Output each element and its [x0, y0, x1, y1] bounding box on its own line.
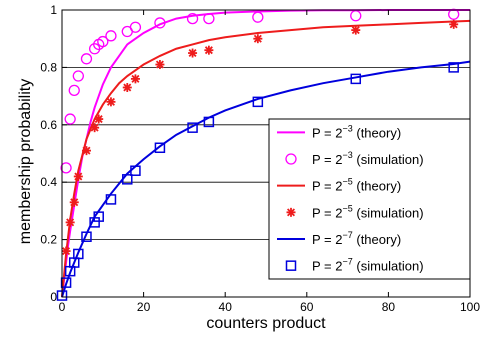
series-1 [60, 8, 460, 174]
data-point [69, 197, 79, 207]
data-point [252, 96, 264, 108]
data-point [188, 48, 198, 58]
y-tick-label: 0.4 [40, 175, 57, 189]
legend-label: P = 2−5 (simulation) [312, 203, 424, 220]
data-point [155, 60, 165, 70]
data-point [80, 53, 93, 65]
data-point [72, 70, 84, 82]
legend-item: P = 2−5 (simulation) [286, 203, 424, 220]
y-tick-label: 0 [50, 290, 57, 304]
data-point [448, 8, 460, 20]
data-point [204, 45, 214, 55]
theory-curve [61, 19, 471, 298]
x-tick-label: 100 [460, 300, 480, 314]
data-point [90, 123, 100, 133]
data-point [351, 25, 361, 35]
data-point [253, 34, 263, 44]
data-point [129, 21, 142, 33]
y-tick-label: 0.2 [40, 233, 57, 247]
legend-marker [285, 260, 297, 271]
data-point [203, 116, 215, 128]
legend-marker [286, 207, 296, 217]
legend-item: P = 2−3 (simulation) [285, 150, 424, 167]
legend: P = 2−3 (theory) P = 2−3 (simulation) P = … [268, 118, 471, 280]
data-point [350, 10, 362, 22]
legend-label: P = 2−7 (theory) [312, 230, 401, 247]
y-axis-label: membership probability [17, 79, 34, 244]
y-tick-label: 1 [50, 3, 57, 17]
data-point [105, 30, 117, 42]
data-point [350, 73, 362, 85]
data-point [187, 122, 198, 133]
data-point [154, 142, 166, 154]
data-point [88, 43, 101, 55]
series-5 [56, 62, 459, 301]
x-tick-label: 0 [59, 300, 66, 314]
series-3 [61, 19, 459, 256]
data-point [252, 11, 264, 23]
y-tick-label: 0.6 [40, 118, 57, 132]
data-point [65, 217, 75, 227]
x-tick-label: 40 [219, 300, 233, 314]
legend-marker [285, 153, 297, 165]
data-point [122, 82, 132, 92]
x-tick-label: 80 [382, 300, 396, 314]
data-point [64, 113, 76, 125]
data-point [186, 12, 199, 25]
series-2 [61, 19, 471, 298]
data-point [154, 17, 166, 29]
data-point [106, 97, 116, 107]
data-point [130, 165, 141, 176]
data-point [97, 35, 109, 48]
legend-item: P = 2−3 (theory) [277, 123, 401, 140]
y-tick-label: 0.8 [40, 60, 57, 74]
data-point [203, 12, 215, 25]
data-point [81, 231, 92, 242]
legend-label: P = 2−5 (theory) [312, 177, 401, 194]
x-tick-label: 20 [137, 300, 151, 314]
data-point [130, 74, 140, 84]
legend-item: P = 2−7 (simulation) [285, 257, 424, 274]
data-point [93, 211, 104, 222]
data-point [60, 162, 72, 174]
legend-label: P = 2−3 (simulation) [312, 150, 424, 167]
legend-label: P = 2−7 (simulation) [312, 257, 424, 274]
data-point [68, 84, 80, 97]
data-point [73, 171, 83, 181]
series-layer [56, 8, 471, 301]
legend-box [268, 118, 471, 280]
data-point [449, 19, 459, 29]
data-point [122, 174, 133, 185]
axis-ticks: 0 0.2 0.4 0.6 0.8 1 0 20 40 60 80 100 [40, 3, 480, 314]
data-point [73, 248, 84, 260]
x-axis-label: counters product [206, 315, 326, 332]
x-tick-label: 60 [300, 300, 314, 314]
data-point [81, 146, 91, 156]
legend-label: P = 2−3 (theory) [312, 123, 401, 140]
data-point [61, 246, 71, 256]
data-point [94, 114, 104, 124]
legend-item: P = 2−7 (theory) [277, 230, 401, 247]
data-point [448, 62, 459, 73]
legend-item: P = 2−5 (theory) [277, 177, 401, 194]
data-point [105, 194, 117, 205]
